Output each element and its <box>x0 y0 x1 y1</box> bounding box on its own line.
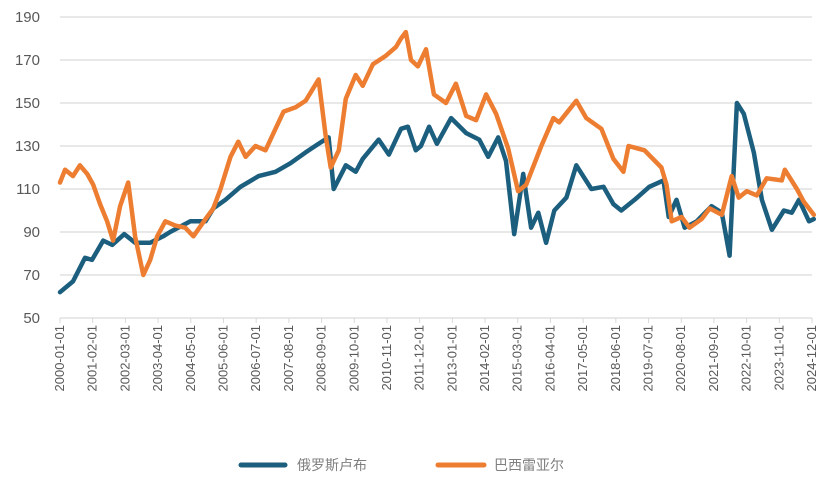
x-tick-label: 2023-11-01 <box>771 325 786 391</box>
x-tick-label: 2019-07-01 <box>641 325 656 392</box>
x-tick-label: 2002-03-01 <box>117 325 132 392</box>
legend-label-brl: 巴西雷亚尔 <box>494 457 564 473</box>
series-line-rub <box>57 100 817 295</box>
x-tick-label: 2003-04-01 <box>150 325 165 392</box>
x-tick-label: 2015-03-01 <box>510 325 525 392</box>
x-tick-label: 2017-05-01 <box>575 325 590 392</box>
gridlines <box>60 16 812 319</box>
x-tick-label: 2021-09-01 <box>706 325 721 392</box>
x-tick-label: 2018-06-01 <box>608 325 623 392</box>
x-tick-label: 2022-10-01 <box>739 325 754 392</box>
x-tick-label: 2004-05-01 <box>183 325 198 392</box>
y-tick-label: 90 <box>23 224 40 241</box>
y-tick-label: 170 <box>15 52 40 69</box>
x-tick-label: 2010-11-01 <box>379 325 394 391</box>
x-tick-label: 2001-02-01 <box>85 325 100 392</box>
x-tick-label: 2005-06-01 <box>215 325 230 392</box>
x-tick-label: 2016-04-01 <box>542 325 557 392</box>
x-axis: 2000-01-01 2001-02-01 2002-03-01 2003-04-01… <box>52 318 819 392</box>
y-tick-label: 130 <box>15 138 40 155</box>
series-line-brl <box>57 29 817 278</box>
y-tick-label: 150 <box>15 95 40 112</box>
legend-label-rub: 俄罗斯卢布 <box>297 457 367 473</box>
x-tick-label: 2011-12-01 <box>412 325 427 391</box>
y-tick-label: 190 <box>15 9 40 26</box>
y-tick-label: 50 <box>23 310 40 327</box>
y-axis: 50 70 90 110 130 150 170 190 <box>15 9 40 327</box>
y-tick-label: 70 <box>23 267 40 284</box>
x-tick-label: 2000-01-01 <box>52 325 67 392</box>
legend: 俄罗斯卢布 巴西雷亚尔 <box>238 457 564 473</box>
x-tick-label: 2009-10-01 <box>346 325 361 392</box>
x-tick-label: 2014-02-01 <box>477 325 492 392</box>
series-lines <box>57 29 817 295</box>
y-tick-label: 110 <box>16 181 40 198</box>
x-tick-label: 2008-09-01 <box>314 325 329 392</box>
x-tick-label: 2007-08-01 <box>281 325 296 392</box>
x-tick-label: 2006-07-01 <box>248 325 263 392</box>
x-tick-label: 2013-01-01 <box>444 325 459 392</box>
x-tick-label: 2024-12-01 <box>804 325 819 392</box>
x-tick-label: 2020-08-01 <box>673 325 688 392</box>
